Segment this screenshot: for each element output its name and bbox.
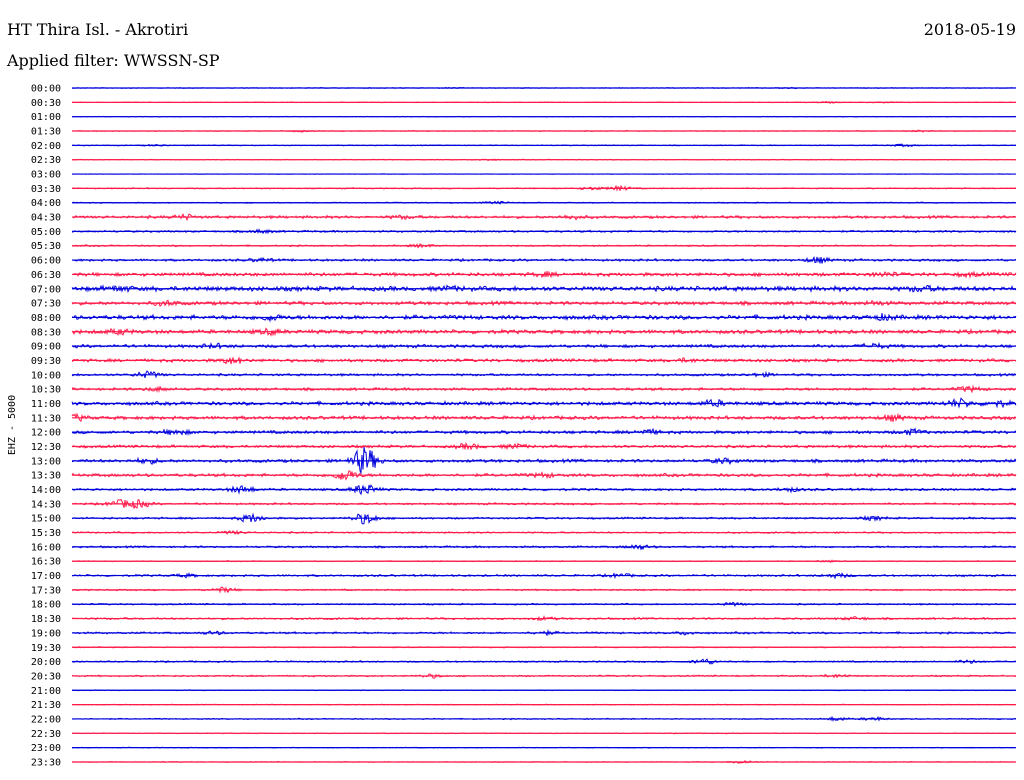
trace-line	[71, 447, 1017, 475]
seismogram-traces	[71, 86, 1017, 764]
time-tick-label: 09:00	[31, 342, 61, 353]
time-tick-label: 01:00	[31, 112, 61, 123]
time-tick-label: 02:30	[31, 155, 61, 166]
time-tick-label: 17:00	[31, 571, 61, 582]
time-tick-label: 10:30	[31, 385, 61, 396]
time-tick-label: 19:00	[31, 628, 61, 639]
time-tick-label: 18:30	[31, 614, 61, 625]
time-tick-label: 06:00	[31, 256, 61, 267]
time-tick-label: 21:30	[31, 700, 61, 711]
time-tick-label: 12:00	[31, 428, 61, 439]
time-tick-label: 17:30	[31, 585, 61, 596]
channel-label: EHZ - 5000	[7, 395, 18, 455]
time-tick-label: 20:00	[31, 657, 61, 668]
time-tick-label: 07:00	[31, 284, 61, 295]
time-tick-label: 03:30	[31, 184, 61, 195]
time-tick-label: 15:30	[31, 528, 61, 539]
time-tick-label: 01:30	[31, 127, 61, 138]
time-tick-label: 07:30	[31, 299, 61, 310]
filter-label: Applied filter: WWSSN-SP	[7, 51, 220, 70]
time-tick-label: 18:00	[31, 600, 61, 611]
time-tick-label: 23:30	[31, 757, 61, 768]
time-tick-label: 20:30	[31, 671, 61, 682]
trace-line	[71, 512, 1017, 525]
time-tick-label: 10:00	[31, 370, 61, 381]
time-tick-label: 05:00	[31, 227, 61, 238]
time-tick-label: 16:00	[31, 542, 61, 553]
time-tick-label: 23:00	[31, 743, 61, 754]
time-tick-label: 00:30	[31, 98, 61, 109]
time-tick-label: 13:00	[31, 456, 61, 467]
time-tick-label: 22:00	[31, 714, 61, 725]
time-tick-label: 08:30	[31, 327, 61, 338]
station-title: HT Thira Isl. - Akrotiri	[7, 20, 189, 39]
time-tick-label: 02:00	[31, 141, 61, 152]
time-tick-label: 03:00	[31, 170, 61, 181]
trace-line	[71, 397, 1017, 409]
time-tick-label: 00:00	[31, 84, 61, 95]
trace-line	[71, 313, 1017, 323]
time-tick-label: 08:00	[31, 313, 61, 324]
time-tick-label: 21:00	[31, 686, 61, 697]
time-tick-label: 09:30	[31, 356, 61, 367]
time-tick-label: 06:30	[31, 270, 61, 281]
time-tick-label: 04:00	[31, 198, 61, 209]
time-tick-labels: 00:00 00:30 01:00 01:30 02:00 02:30 03:00 03:30…	[31, 84, 61, 769]
time-tick-label: 15:00	[31, 514, 61, 525]
time-tick-label: 12:30	[31, 442, 61, 453]
record-date: 2018-05-19	[923, 20, 1016, 39]
time-tick-label: 22:30	[31, 729, 61, 740]
time-tick-label: 11:30	[31, 413, 61, 424]
time-tick-label: 16:30	[31, 557, 61, 568]
time-tick-label: 05:30	[31, 241, 61, 252]
time-tick-label: 04:30	[31, 213, 61, 224]
time-tick-label: 13:30	[31, 471, 61, 482]
time-tick-label: 11:00	[31, 399, 61, 410]
time-tick-label: 14:00	[31, 485, 61, 496]
time-tick-label: 14:30	[31, 499, 61, 510]
time-tick-label: 19:30	[31, 643, 61, 654]
